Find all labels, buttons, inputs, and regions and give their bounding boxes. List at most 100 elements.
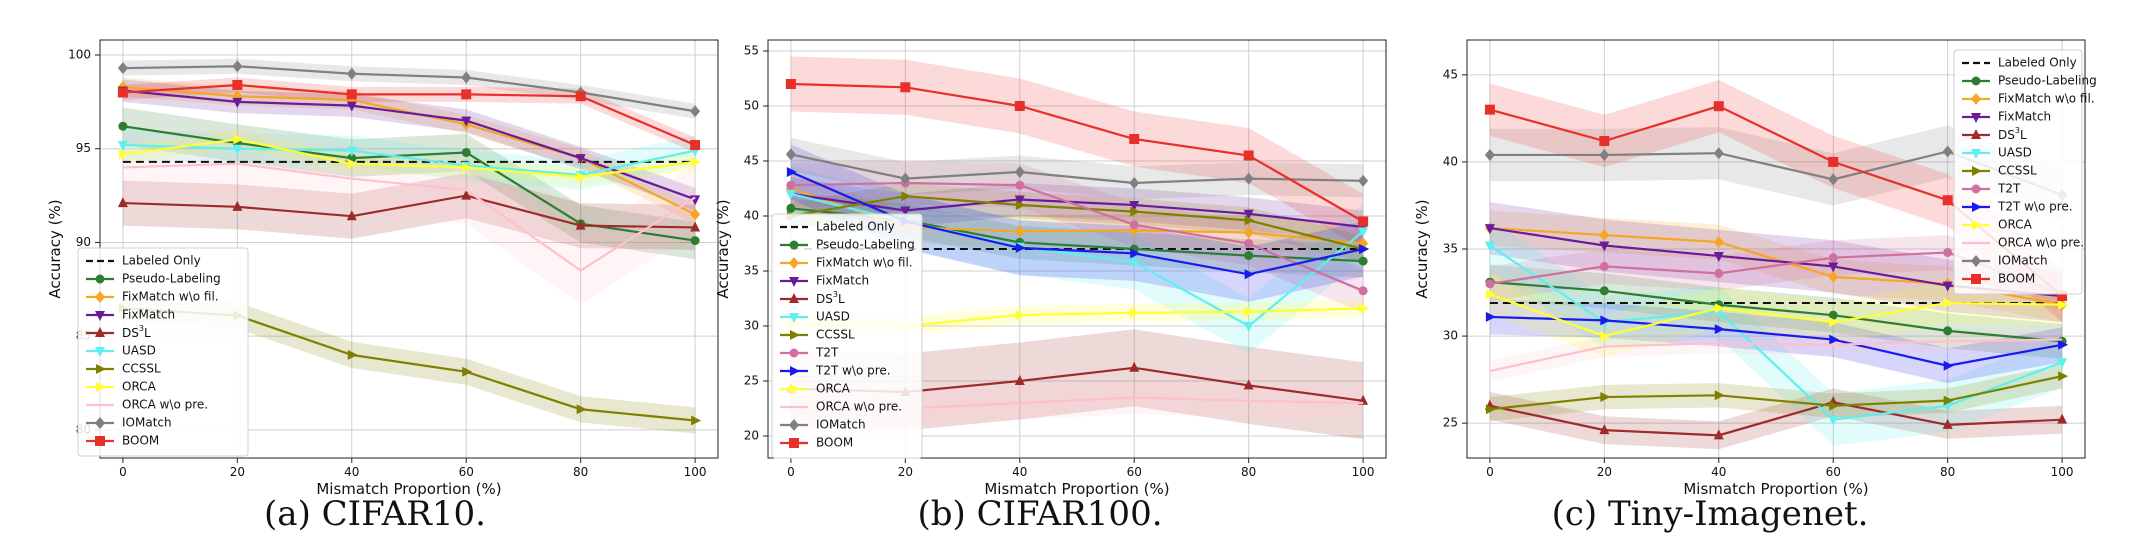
data-point-ds3l <box>1243 379 1254 390</box>
legend-marker-boom <box>95 436 105 446</box>
series-line-ccssl <box>1489 375 2063 411</box>
series-line-boom <box>122 83 696 146</box>
tick-label-x: 0 <box>119 465 127 479</box>
data-point-fixmatch <box>1942 281 1953 292</box>
data-point-fixmatch-w-o-fil <box>1243 226 1254 239</box>
data-point-boom <box>232 79 243 90</box>
tick-label-y: 40 <box>1443 154 1458 168</box>
tick-label-x: 100 <box>684 465 707 479</box>
data-point-t2t-w-o-pre <box>1714 324 1725 335</box>
legend-label: BOOM <box>1998 272 2035 286</box>
legend: Labeled Only Pseudo-Labeling FixMatch w\o … <box>771 213 923 459</box>
data-point-uasd <box>346 146 357 157</box>
series-line-fixmatch <box>790 192 1364 229</box>
x-axis-label: Mismatch Proportion (%) <box>984 480 1169 498</box>
legend-marker-t2t <box>789 348 799 358</box>
legend-label: UASD <box>122 344 156 358</box>
data-point-orca <box>347 158 358 169</box>
plot-frame <box>767 39 1387 459</box>
data-point-pseudo-labeling <box>786 203 796 213</box>
band-t2t-w-o-pre <box>790 144 1364 302</box>
data-point-ccssl <box>1244 215 1255 226</box>
legend-label: FixMatch w\o fil. <box>1998 92 2095 106</box>
tick-label-y: 90 <box>76 235 91 249</box>
series-line-pseudo-labeling <box>1489 280 2063 343</box>
data-point-iomatch <box>117 62 128 75</box>
data-point-t2t <box>1714 268 1724 278</box>
data-point-orca <box>1943 297 1954 308</box>
legend-marker-iomatch <box>95 417 105 429</box>
data-point-boom <box>785 79 796 89</box>
data-point-t2t <box>1244 239 1254 248</box>
x-axis-label: Mismatch Proportion (%) <box>1683 480 1868 498</box>
tick-label-x: 80 <box>1940 465 1955 479</box>
data-point-ccssl <box>2058 371 2069 382</box>
tick-label-x: 40 <box>1012 465 1027 479</box>
data-point-ds3l <box>690 221 701 232</box>
data-point-pseudo-labeling <box>1828 310 1838 320</box>
legend-marker-pseudo-labeling <box>1971 76 1981 86</box>
legend-label: DS3L <box>122 324 151 340</box>
legend-marker-ccssl <box>790 330 800 340</box>
tick-label-x: 80 <box>1241 465 1256 479</box>
legend-marker-fixmatch-w-o-fil <box>95 291 105 303</box>
tick-label-y: 40 <box>744 209 759 223</box>
data-point-uasd <box>785 190 796 200</box>
legend: Labeled Only Pseudo-Labeling FixMatch w\o … <box>77 247 249 457</box>
legend-marker-t2t-w-o-pre <box>790 366 800 376</box>
data-point-fixmatch <box>1129 201 1140 211</box>
band-fixmatch <box>790 177 1364 244</box>
data-point-orca <box>1829 317 1840 328</box>
data-point-uasd <box>1484 241 1495 252</box>
data-point-ds3l <box>2057 413 2068 424</box>
data-point-ccssl <box>1015 200 1026 210</box>
tick-label-y: 35 <box>1443 242 1458 256</box>
legend-label: UASD <box>1998 146 2032 160</box>
legend-label: Labeled Only <box>122 254 201 268</box>
data-point-boom <box>1828 156 1839 167</box>
tick-label-x: 40 <box>344 465 359 479</box>
data-point-orca <box>1600 331 1611 342</box>
data-point-fixmatch-w-o-fil <box>1599 229 1610 242</box>
tick-label-x: 0 <box>1486 465 1494 479</box>
legend-marker-ds3l <box>95 327 105 337</box>
legend-label: T2T <box>815 346 839 360</box>
data-point-iomatch <box>1358 174 1369 187</box>
series-line-fixmatch <box>122 89 696 201</box>
data-point-pseudo-labeling <box>690 236 700 246</box>
tick-label-y: 100 <box>68 47 91 61</box>
data-point-boom <box>1243 150 1254 161</box>
legend-marker-ds3l <box>789 293 799 303</box>
data-point-t2t-w-o-pre <box>1130 248 1141 259</box>
legend-marker-uasd <box>95 347 105 357</box>
data-point-fixmatch <box>346 101 357 112</box>
data-point-ccssl <box>901 191 912 202</box>
data-point-fixmatch-w-o-fil <box>1014 225 1025 238</box>
data-point-fixmatch-w-o-fil <box>1828 270 1839 283</box>
data-point-t2t-w-o-pre <box>1359 244 1370 254</box>
legend-label: DS3L <box>1998 126 2027 142</box>
data-point-ds3l <box>1713 429 1724 440</box>
data-point-boom <box>1129 134 1140 144</box>
data-point-t2t <box>1485 279 1495 289</box>
data-point-fixmatch <box>1243 209 1254 220</box>
band-orca <box>790 299 1364 335</box>
data-point-ccssl <box>1714 390 1725 401</box>
chart-panel-2: 20 25 30 35 40 45 50 55 0 20 40 60 80 100 Mismatch Pro… <box>714 39 1387 534</box>
legend-label: CCSSL <box>816 328 855 342</box>
data-point-orca <box>576 171 587 182</box>
data-point-boom <box>1599 136 1610 147</box>
legend-marker-iomatch <box>1971 255 1981 267</box>
data-point-boom <box>2057 291 2068 302</box>
legend-label: Pseudo-Labeling <box>122 272 221 286</box>
series-line-boom <box>790 82 1364 223</box>
legend-box <box>771 213 923 459</box>
data-point-pseudo-labeling <box>1358 256 1368 266</box>
data-point-boom <box>1942 195 1953 206</box>
legend-label: FixMatch w\o fil. <box>122 290 219 304</box>
legend-marker-orca <box>96 382 106 392</box>
tick-label-y: 30 <box>1443 329 1458 343</box>
band-ds3l <box>790 329 1364 440</box>
legend-marker-t2t-w-o-pre <box>1972 202 1982 212</box>
legend-marker-fixmatch <box>1971 113 1981 123</box>
